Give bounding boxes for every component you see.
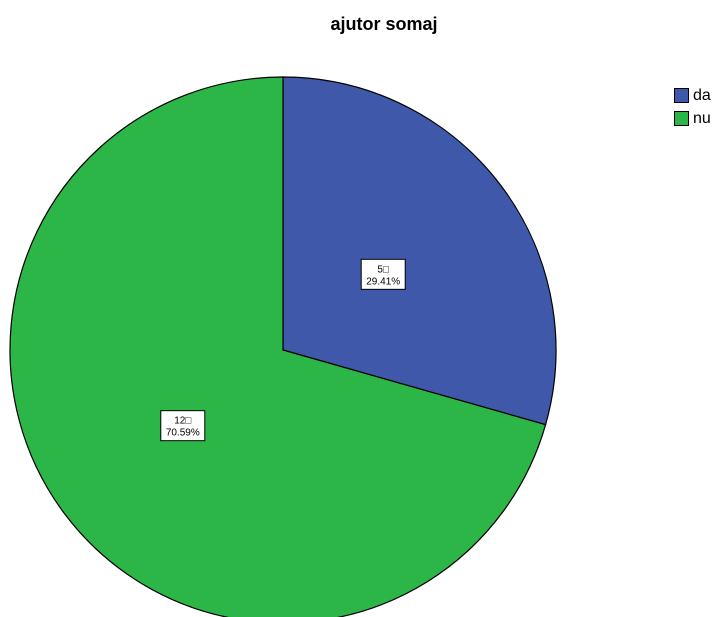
chart-title: ajutor somaj [330,14,438,34]
data-label-box [360,258,406,290]
legend-swatch-nu [674,111,689,126]
pie-slice-da [282,76,557,426]
data-label-da: 5□29.41% [360,258,406,290]
legend-label-da: da [693,86,711,104]
legend-label-nu: nu [693,109,711,127]
data-label-percent: 29.41% [366,276,400,287]
data-label-percent: 70.59% [166,428,200,439]
legend-item-da: da [674,84,711,107]
pie-slice-nu [9,76,547,617]
legend-item-nu: nu [674,107,711,130]
data-label-count: 5□ [377,264,389,275]
legend: da nu [674,84,711,130]
legend-swatch-da [674,88,689,103]
data-label-box [160,410,206,442]
data-label-nu: 12□70.59% [160,410,206,442]
data-label-count: 12□ [174,416,191,427]
